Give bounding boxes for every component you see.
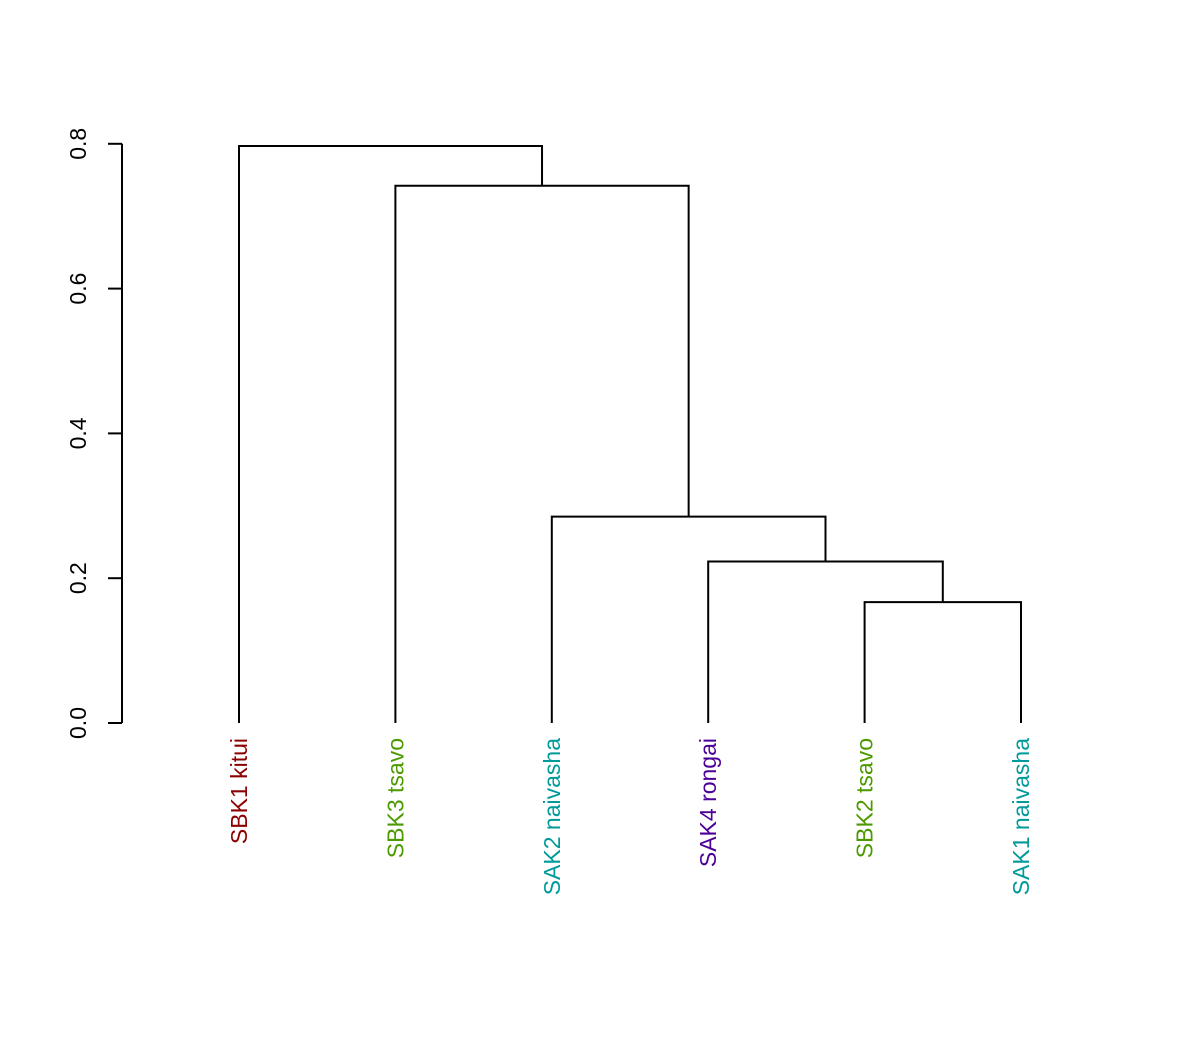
y-tick-label: 0.6 bbox=[65, 273, 91, 305]
dendrogram-branch bbox=[238, 144, 544, 723]
leaf-label: SAK4 rongai bbox=[695, 738, 721, 867]
leaf-label: SBK1 kitui bbox=[226, 738, 252, 844]
y-tick-label: 0.2 bbox=[65, 562, 91, 594]
dendrogram-branch bbox=[550, 515, 827, 723]
leaf-label: SBK3 tsavo bbox=[382, 738, 408, 858]
leaf-label: SAK2 naivasha bbox=[539, 738, 565, 895]
y-tick-label: 0.0 bbox=[65, 707, 91, 739]
y-tick-label: 0.8 bbox=[65, 128, 91, 160]
dendrogram-branch bbox=[707, 560, 944, 723]
leaf-label: SBK2 tsavo bbox=[852, 738, 878, 858]
leaf-labels: SBK1 kitui SBK3 tsavo SAK2 naivasha SAK4 ro… bbox=[226, 738, 1034, 895]
leaf-label: SAK1 naivasha bbox=[1008, 738, 1034, 895]
dendrogram-branches bbox=[238, 144, 1022, 723]
dendrogram-branch bbox=[863, 601, 1022, 723]
y-tick-label: 0.4 bbox=[65, 417, 91, 449]
dendrogram-branch bbox=[394, 184, 690, 723]
y-axis: 0.0 0.2 0.4 0.6 0.8 bbox=[65, 128, 123, 739]
